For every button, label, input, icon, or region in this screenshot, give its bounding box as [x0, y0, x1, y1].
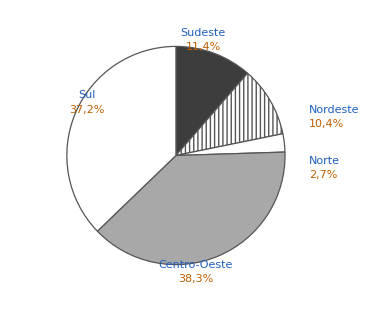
Wedge shape	[97, 152, 285, 265]
Text: Centro-Oeste: Centro-Oeste	[159, 260, 233, 270]
Text: Norte: Norte	[309, 156, 340, 166]
Text: 37,2%: 37,2%	[69, 105, 104, 115]
Text: 38,3%: 38,3%	[178, 274, 213, 284]
Wedge shape	[176, 134, 285, 156]
Text: 11,4%: 11,4%	[186, 43, 221, 53]
Wedge shape	[176, 46, 248, 156]
Wedge shape	[67, 46, 176, 231]
Text: Sudeste: Sudeste	[181, 28, 226, 38]
Text: Nordeste: Nordeste	[309, 105, 360, 115]
Wedge shape	[176, 73, 283, 156]
Text: 10,4%: 10,4%	[309, 119, 344, 129]
Text: 2,7%: 2,7%	[309, 170, 338, 180]
Text: Sul: Sul	[78, 91, 95, 100]
